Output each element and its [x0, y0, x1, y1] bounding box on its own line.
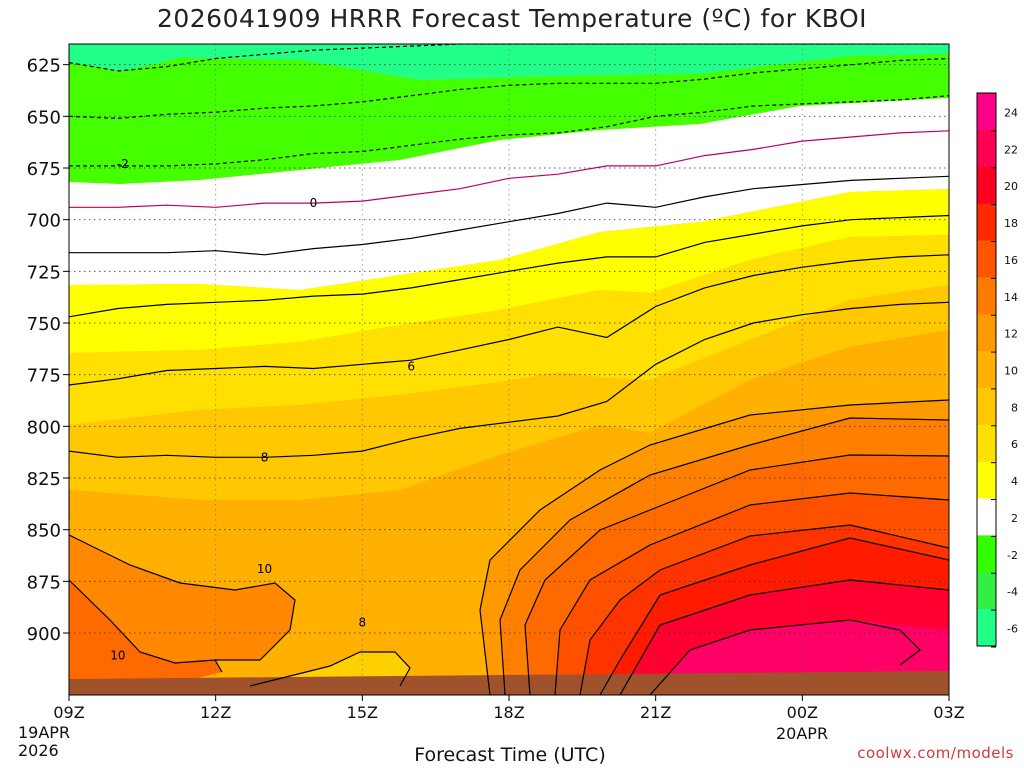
x-axis: 09Z 12Z 15Z 18Z 21Z 00Z 03Z	[53, 695, 965, 722]
x-tick-label-15Z: 15Z	[347, 703, 378, 722]
colorbar-label-8: 8	[1011, 401, 1018, 414]
colorbar-label--2: -2	[1007, 549, 1018, 562]
x-tick-label-18Z: 18Z	[493, 703, 524, 722]
contour-line-lower-1	[69, 579, 223, 673]
colorbar-label-4: 4	[1011, 475, 1018, 488]
y-tick-label-700: 700	[27, 211, 61, 232]
colorbar-swatch-11	[977, 498, 996, 536]
x-tick-label-21Z: 21Z	[640, 703, 671, 722]
colorbar-swatch-2	[977, 166, 996, 205]
colorbar: 24 22 20 18 16 14 12 10 8 6 4 2 -2 -4 -6	[976, 92, 1018, 648]
contour-line-4	[69, 214, 949, 318]
contour-label-0: -2	[117, 157, 129, 171]
x-tick-label-00Z: 00Z	[787, 703, 818, 722]
contour-line-lower-0	[69, 534, 296, 661]
y-tick-label-900: 900	[27, 624, 61, 645]
temperature-fills	[69, 44, 949, 695]
contour-line-lower-2	[479, 399, 949, 695]
contour-labels: -2 0 6 8 10 8 10	[110, 157, 415, 663]
x-tick-label-12Z: 12Z	[200, 703, 231, 722]
colorbar-swatch-13	[977, 572, 996, 610]
contour-line-lower-5	[554, 492, 949, 695]
colorbar-swatch-9	[977, 424, 996, 463]
contour-label-5: 8	[359, 616, 367, 630]
fill-lower-left-orange	[69, 535, 295, 663]
y-tick-label-875: 875	[27, 572, 61, 593]
contour-label-4: 10	[257, 562, 272, 576]
fill-gold	[69, 285, 949, 500]
contour-line--6	[69, 57, 949, 120]
colorbar-label-12: 12	[1004, 328, 1018, 341]
colorbar-label--4: -4	[1007, 586, 1018, 599]
contour-line-lower-9	[649, 619, 921, 695]
contour-line-lower-6	[579, 524, 949, 695]
colorbar-label-20: 20	[1004, 180, 1018, 193]
contour-line-8	[69, 301, 949, 458]
y-tick-label-650: 650	[27, 107, 61, 128]
colorbar-swatch-0	[977, 93, 996, 131]
contour-label-3: 8	[261, 450, 269, 464]
y-tick-label-725: 725	[27, 262, 61, 283]
fill-cold-light	[69, 44, 949, 80]
contour-line-lower-3	[499, 417, 949, 695]
credit-link[interactable]: coolwx.com/models	[857, 744, 1014, 762]
contour-line-lower-7	[599, 537, 949, 695]
colorbar-swatch-8	[977, 387, 996, 426]
contour-line-0	[69, 130, 949, 208]
y-tick-label-800: 800	[27, 417, 61, 438]
x-date-mid: 20APR	[776, 724, 829, 743]
y-tick-label-775: 775	[27, 366, 61, 387]
colorbar-swatch-7	[977, 351, 996, 389]
contour-line-lower-4	[524, 454, 949, 695]
grid-lines	[69, 44, 949, 695]
contour-line-lower-8	[619, 579, 949, 695]
colorbar-swatch-14	[977, 609, 996, 647]
y-tick-label-750: 750	[27, 314, 61, 335]
x-date-left: 19APR 2026	[18, 724, 70, 760]
contour-line-2	[69, 175, 949, 256]
contour-label-1: 0	[310, 196, 318, 210]
x-date-left-day: 19APR	[18, 723, 71, 742]
colorbar-swatch-12	[977, 535, 996, 573]
ground-surface	[69, 671, 949, 695]
chart-title: 2026041909 HRRR Forecast Temperature (ºC…	[156, 4, 868, 33]
y-tick-label-675: 675	[27, 159, 61, 180]
colorbar-swatch-6	[977, 314, 996, 352]
colorbar-frame	[976, 92, 997, 647]
colorbar-label-10: 10	[1004, 365, 1018, 378]
colorbar-label-6: 6	[1011, 438, 1018, 451]
contour-line--8	[69, 95, 949, 167]
colorbar-label-18: 18	[1004, 217, 1018, 230]
x-axis-label: Forecast Time (UTC)	[414, 744, 606, 766]
colorbar-swatch-3	[977, 203, 996, 241]
contour-label-2: 6	[407, 359, 415, 373]
colorbar-label-16: 16	[1004, 254, 1018, 267]
y-axis: 625 650 675 700 725 750 775 800 825 850 875 900	[27, 56, 69, 645]
colorbar-swatch-10	[977, 461, 996, 500]
contour-line--4	[69, 44, 949, 72]
contour-line-lower-10	[249, 651, 411, 687]
x-date-left-year: 2026	[18, 741, 59, 760]
colorbar-label--6: -6	[1007, 623, 1018, 636]
fill-lower-left-deep	[69, 580, 222, 683]
y-tick-label-825: 825	[27, 469, 61, 490]
colorbar-label-14: 14	[1004, 291, 1018, 304]
y-tick-label-850: 850	[27, 521, 61, 542]
colorbar-label-24: 24	[1004, 106, 1018, 119]
colorbar-swatch-1	[977, 129, 996, 168]
contour-line-6	[69, 254, 949, 386]
colorbar-swatch-4	[977, 240, 996, 278]
colorbar-swatch-5	[977, 277, 996, 315]
colorbar-label-2: 2	[1011, 512, 1018, 525]
x-tick-label-03Z: 03Z	[933, 703, 964, 722]
contour-label-6: 10	[110, 649, 125, 663]
colorbar-label-22: 22	[1004, 143, 1018, 156]
x-tick-label-09Z: 09Z	[53, 703, 84, 722]
y-tick-label-625: 625	[27, 56, 61, 77]
contour-lines	[69, 44, 949, 695]
